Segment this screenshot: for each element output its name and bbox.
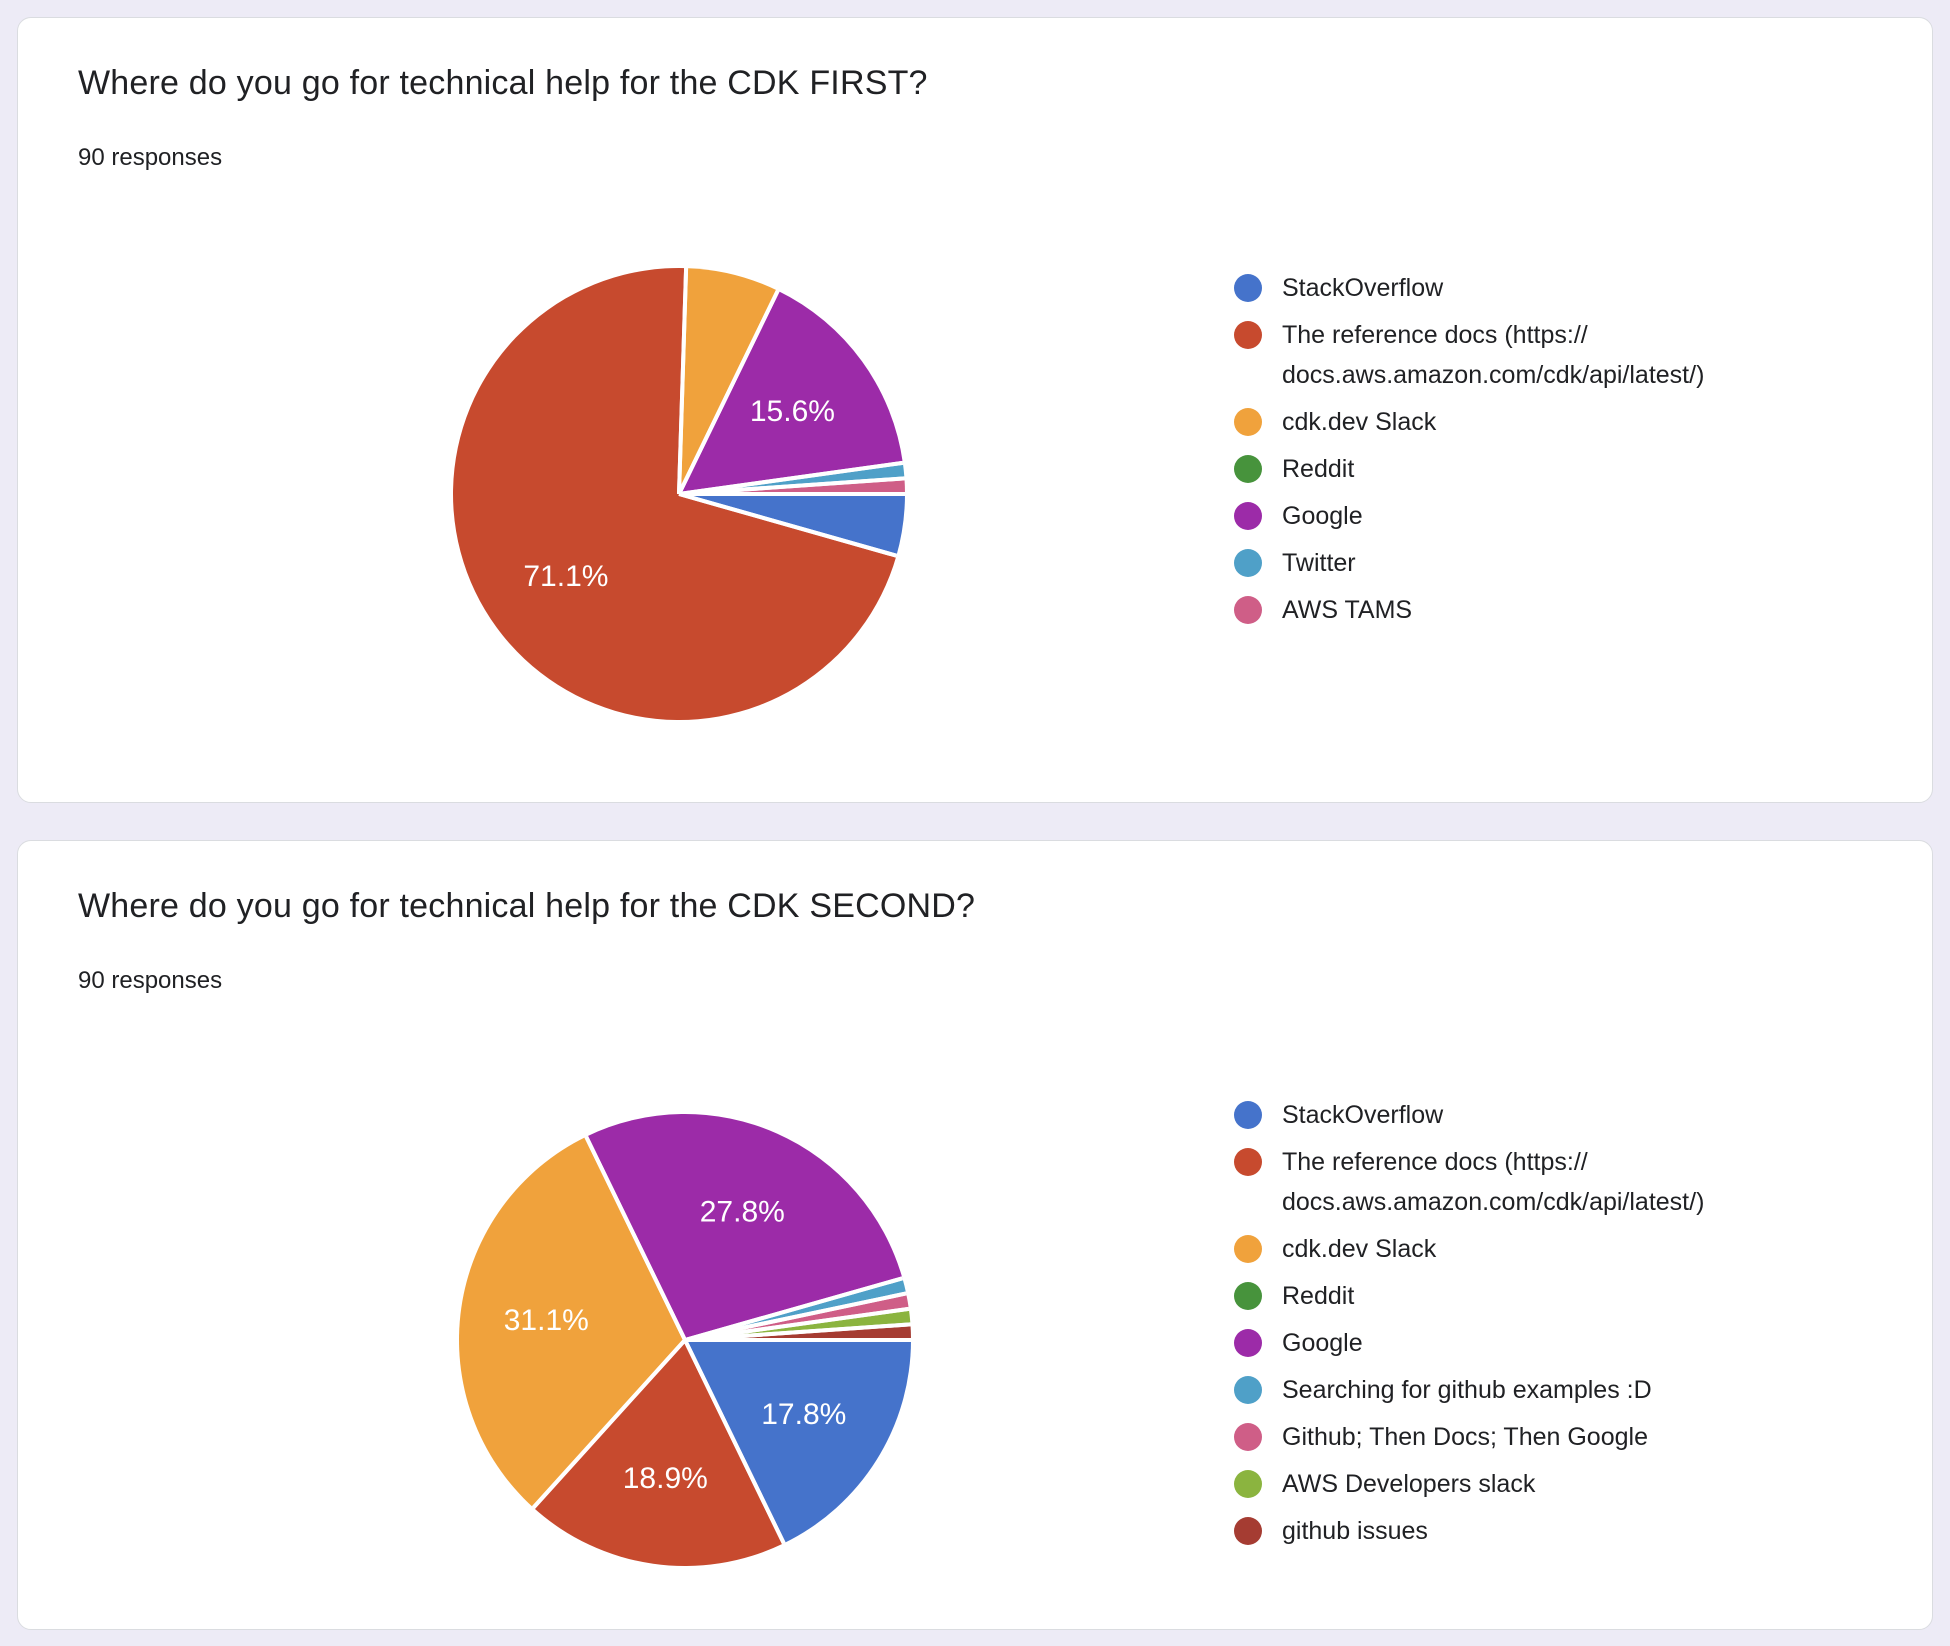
legend-swatch-the-reference-docs-https-docs-aws-amazon	[1234, 321, 1262, 349]
legend-swatch-reddit	[1234, 1282, 1262, 1310]
slice-separator	[677, 268, 689, 495]
question-card-second: Where do you go for technical help for t…	[17, 840, 1933, 1630]
legend-item-the-reference-docs-https-docs-aws-amazon: The reference docs (https://docs.aws.ama…	[1234, 1142, 1904, 1222]
legend-swatch-cdk-dev-slack	[1234, 1235, 1262, 1263]
legend-label: Twitter	[1282, 549, 1356, 577]
pie-slice-cdk-dev-slack[interactable]	[459, 1136, 685, 1508]
pie-slice-stackoverflow[interactable]	[685, 1340, 911, 1544]
legend-label: Reddit	[1282, 1282, 1355, 1310]
legend-label: StackOverflow	[1282, 1101, 1444, 1129]
legend-label: Reddit	[1282, 455, 1355, 483]
pie-slice-cdk-dev-slack[interactable]	[679, 268, 778, 494]
pie-percent-label: 18.9%	[623, 1462, 708, 1495]
legend-swatch-aws-developers-slack	[1234, 1470, 1262, 1498]
legend-swatch-searching-for-github-examples-d	[1234, 1376, 1262, 1404]
legend-item-reddit: Reddit	[1234, 1276, 1904, 1316]
question-title: Where do you go for technical help for t…	[78, 887, 976, 925]
pie-percent-label: 71.1%	[523, 560, 608, 593]
legend-label: AWS Developers slack	[1282, 1470, 1536, 1498]
responses-count: 90 responses	[78, 967, 223, 994]
legend-label: Searching for github examples :D	[1282, 1376, 1652, 1404]
legend-label: The reference docs (https://docs.aws.ama…	[1282, 1148, 1705, 1216]
pie-slice-the-reference-docs-https-docs-aws-amazon[interactable]	[453, 267, 897, 720]
pie-chart-second: 17.8% 18.9% 31.1% 27.8%	[459, 1113, 911, 1567]
legend-label: AWS TAMS	[1282, 596, 1413, 624]
slice-separator	[684, 1322, 911, 1342]
question-title: Where do you go for technical help for t…	[78, 64, 928, 102]
legend-label: cdk.dev Slack	[1282, 1235, 1437, 1263]
legend-item-reddit: Reddit	[1234, 449, 1904, 489]
legend-item-stackoverflow: StackOverflow	[1234, 1095, 1904, 1135]
legend-swatch-github-issues	[1234, 1517, 1262, 1545]
legend-first: StackOverflow The reference docs (https:/…	[1234, 268, 1904, 637]
legend-swatch-stackoverflow	[1234, 1101, 1262, 1129]
legend-item-searching-for-github-examples-d: Searching for github examples :D	[1234, 1370, 1904, 1410]
pie-slice-google[interactable]	[679, 290, 903, 494]
legend-item-github-then-docs-then-google: Github; Then Docs; Then Google	[1234, 1417, 1904, 1457]
slice-separator	[678, 460, 904, 496]
pie-slice-the-reference-docs-https-docs-aws-amazon[interactable]	[533, 1340, 784, 1567]
pie-percent-label: 27.8%	[700, 1196, 785, 1229]
legend-item-github-issues: github issues	[1234, 1511, 1904, 1551]
legend-label: Google	[1282, 1329, 1363, 1357]
pie-percent-label: 15.6%	[750, 395, 835, 428]
legend-swatch-google	[1234, 502, 1262, 530]
legend-label: StackOverflow	[1282, 274, 1444, 302]
legend-swatch-reddit	[1234, 455, 1262, 483]
pie-percent-label: 17.8%	[761, 1398, 846, 1431]
legend-label: Google	[1282, 502, 1363, 530]
responses-count: 90 responses	[78, 144, 223, 171]
slice-separator	[684, 1306, 910, 1342]
legend-swatch-google	[1234, 1329, 1262, 1357]
slice-separator	[683, 1339, 786, 1545]
slice-separator	[677, 289, 780, 495]
legend-item-cdk-dev-slack: cdk.dev Slack	[1234, 1229, 1904, 1269]
slice-separator	[584, 1135, 687, 1341]
legend-swatch-the-reference-docs-https-docs-aws-amazon	[1234, 1148, 1262, 1176]
slice-separator	[684, 1276, 903, 1342]
slice-separator	[531, 1338, 687, 1509]
legend-item-google: Google	[1234, 1323, 1904, 1363]
legend-label: Github; Then Docs; Then Google	[1282, 1423, 1648, 1451]
legend-swatch-aws-tams	[1234, 596, 1262, 624]
slice-separator	[684, 1291, 907, 1342]
pie-slice-google[interactable]	[586, 1113, 903, 1340]
legend-swatch-stackoverflow	[1234, 274, 1262, 302]
slice-separator	[678, 476, 905, 496]
legend-swatch-twitter	[1234, 549, 1262, 577]
legend-item-the-reference-docs-https-docs-aws-amazon: The reference docs (https://docs.aws.ama…	[1234, 315, 1904, 395]
legend-label: cdk.dev Slack	[1282, 408, 1437, 436]
legend-second: StackOverflow The reference docs (https:/…	[1234, 1095, 1904, 1558]
legend-item-cdk-dev-slack: cdk.dev Slack	[1234, 402, 1904, 442]
legend-swatch-github-then-docs-then-google	[1234, 1423, 1262, 1451]
legend-item-aws-tams: AWS TAMS	[1234, 590, 1904, 630]
legend-item-twitter: Twitter	[1234, 543, 1904, 583]
legend-item-google: Google	[1234, 496, 1904, 536]
legend-label: The reference docs (https://docs.aws.ama…	[1282, 321, 1705, 389]
legend-swatch-cdk-dev-slack	[1234, 408, 1262, 436]
legend-item-aws-developers-slack: AWS Developers slack	[1234, 1464, 1904, 1504]
slice-separator	[678, 492, 897, 558]
legend-label: github issues	[1282, 1517, 1428, 1545]
question-card-first: Where do you go for technical help for t…	[17, 17, 1933, 803]
pie-chart-first: 71.1% 15.6%	[453, 267, 905, 720]
legend-item-stackoverflow: StackOverflow	[1234, 268, 1904, 308]
pie-percent-label: 31.1%	[504, 1304, 589, 1337]
